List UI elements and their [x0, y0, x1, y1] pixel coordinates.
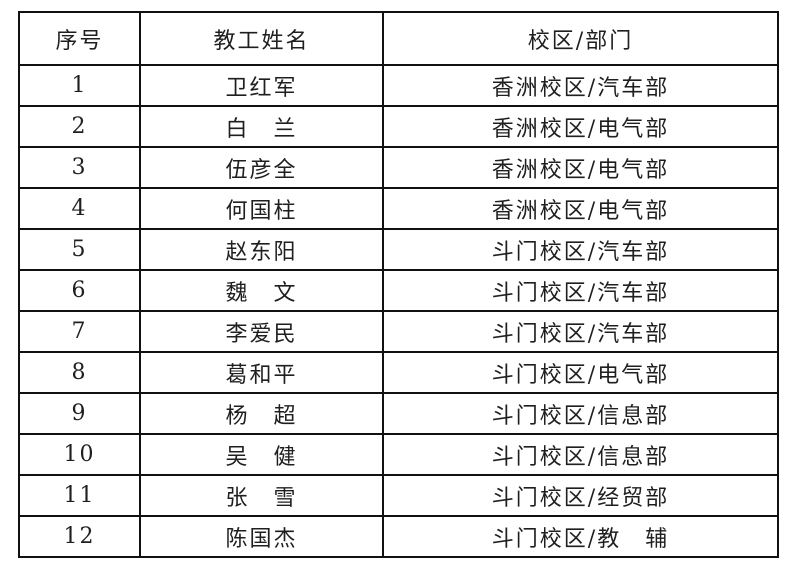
name-cell: 何国柱 [139, 187, 384, 230]
name-cell: 葛和平 [139, 351, 384, 394]
staff-roster-table: 序号 教工姓名 校区/部门 1 卫红军 香洲校区/汽车部 2 白 兰 香洲校区/… [18, 11, 779, 558]
table-row: 9 杨 超 斗门校区/信息部 [18, 392, 779, 435]
name-cell: 赵东阳 [139, 228, 384, 271]
dept-cell: 香洲校区/电气部 [382, 146, 779, 189]
name-cell: 伍彦全 [139, 146, 384, 189]
name-cell: 李爱民 [139, 310, 384, 353]
header-serial-number: 序号 [18, 11, 141, 66]
serial-cell: 10 [18, 433, 141, 476]
serial-cell: 8 [18, 351, 141, 394]
serial-cell: 2 [18, 105, 141, 148]
serial-cell: 9 [18, 392, 141, 435]
serial-cell: 3 [18, 146, 141, 189]
dept-cell: 斗门校区/汽车部 [382, 228, 779, 271]
dept-cell: 香洲校区/汽车部 [382, 64, 779, 107]
dept-cell: 斗门校区/汽车部 [382, 269, 779, 312]
table-row: 10 吴 健 斗门校区/信息部 [18, 433, 779, 476]
dept-cell: 斗门校区/汽车部 [382, 310, 779, 353]
table-row: 3 伍彦全 香洲校区/电气部 [18, 146, 779, 189]
serial-cell: 12 [18, 515, 141, 558]
name-cell: 杨 超 [139, 392, 384, 435]
serial-cell: 1 [18, 64, 141, 107]
table-row: 2 白 兰 香洲校区/电气部 [18, 105, 779, 148]
table-row: 7 李爱民 斗门校区/汽车部 [18, 310, 779, 353]
table-row: 6 魏 文 斗门校区/汽车部 [18, 269, 779, 312]
name-cell: 魏 文 [139, 269, 384, 312]
name-cell: 白 兰 [139, 105, 384, 148]
dept-cell: 斗门校区/信息部 [382, 433, 779, 476]
table-row: 1 卫红军 香洲校区/汽车部 [18, 64, 779, 107]
dept-cell: 香洲校区/电气部 [382, 187, 779, 230]
name-cell: 卫红军 [139, 64, 384, 107]
name-cell: 吴 健 [139, 433, 384, 476]
dept-cell: 斗门校区/经贸部 [382, 474, 779, 517]
serial-cell: 4 [18, 187, 141, 230]
header-row: 序号 教工姓名 校区/部门 [18, 11, 779, 66]
table-row: 11 张 雪 斗门校区/经贸部 [18, 474, 779, 517]
name-cell: 张 雪 [139, 474, 384, 517]
table-row: 4 何国柱 香洲校区/电气部 [18, 187, 779, 230]
name-cell: 陈国杰 [139, 515, 384, 558]
dept-cell: 香洲校区/电气部 [382, 105, 779, 148]
serial-cell: 6 [18, 269, 141, 312]
header-campus-department: 校区/部门 [382, 11, 779, 66]
dept-cell: 斗门校区/教 辅 [382, 515, 779, 558]
serial-cell: 7 [18, 310, 141, 353]
dept-cell: 斗门校区/电气部 [382, 351, 779, 394]
header-staff-name: 教工姓名 [139, 11, 384, 66]
serial-cell: 11 [18, 474, 141, 517]
table-row: 12 陈国杰 斗门校区/教 辅 [18, 515, 779, 558]
dept-cell: 斗门校区/信息部 [382, 392, 779, 435]
table-row: 8 葛和平 斗门校区/电气部 [18, 351, 779, 394]
serial-cell: 5 [18, 228, 141, 271]
table-row: 5 赵东阳 斗门校区/汽车部 [18, 228, 779, 271]
